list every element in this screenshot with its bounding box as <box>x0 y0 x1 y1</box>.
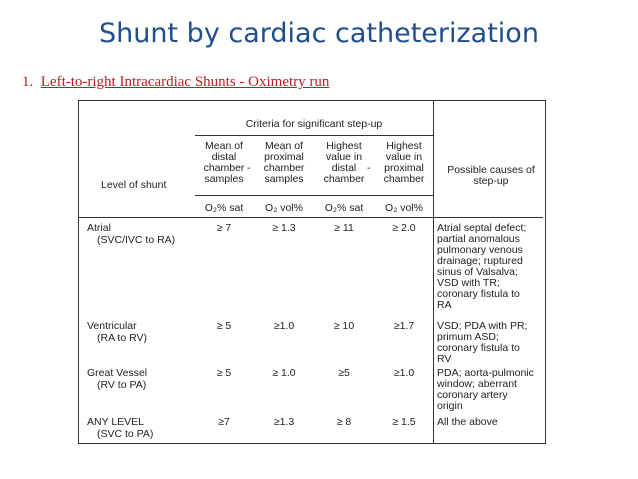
header-dash: - <box>367 163 371 174</box>
table-row-level-sub: (SVC/IVC to RA) <box>97 234 176 246</box>
table-cell: ≥1.0 <box>273 320 295 332</box>
table-row-level-sub: (RA to RV) <box>97 332 147 344</box>
table-cell: ≥ 7 <box>216 222 232 234</box>
col-header-proximal-mean: Mean of proximal chamber samples <box>263 140 305 185</box>
table-cell: ≥ 5 <box>216 367 232 379</box>
table-row-causes: Atrial septal defect; partial anomalous … <box>437 222 527 311</box>
table-row-level-sub: (SVC to PA) <box>97 428 154 440</box>
criteria-header: Criteria for significant step-up <box>245 118 383 130</box>
oximetry-table: Criteria for significant step-up Mean of… <box>78 100 546 444</box>
table-cell: ≥1.3 <box>273 416 295 428</box>
units-top-divider <box>195 195 433 196</box>
table-cell: ≥ 2.0 <box>392 222 416 234</box>
criteria-divider <box>195 135 433 136</box>
level-header: Level of shunt <box>101 179 167 191</box>
table-row-level: Atrial <box>87 222 111 234</box>
table-row-level: ANY LEVEL <box>87 416 145 428</box>
table-column-divider <box>433 101 434 443</box>
table-cell: ≥ 5 <box>216 320 232 332</box>
subtitle-text: Left-to-right Intracardiac Shunts - Oxim… <box>40 74 330 90</box>
header-dash: - <box>247 163 251 174</box>
table-cell: ≥5 <box>338 367 350 379</box>
unit-label: O₂ vol% <box>265 202 303 214</box>
table-row-level: Great Vessel <box>87 367 148 379</box>
subtitle: 1. Left-to-right Intracardiac Shunts - O… <box>22 74 329 91</box>
col-header-distal-highest: Highest value in distal chamber <box>323 140 365 185</box>
table-cell: ≥ 11 <box>334 222 354 234</box>
table-cell: ≥1.0 <box>393 367 415 379</box>
table-row-causes: VSD; PDA with PR; primum ASD; coronary f… <box>437 320 528 365</box>
table-cell: ≥7 <box>218 416 230 428</box>
col-header-proximal-highest: Highest value in proximal chamber <box>383 140 425 185</box>
col-header-distal-mean: Mean of distal chamber samples <box>203 140 245 185</box>
table-row-level: Ventricular <box>87 320 137 332</box>
unit-label: O₂ vol% <box>385 202 423 214</box>
slide-title: Shunt by cardiac catheterization <box>99 18 539 49</box>
table-cell: ≥ 1.5 <box>392 416 416 428</box>
table-cell: ≥ 1.3 <box>272 222 296 234</box>
header-bottom-divider <box>79 217 543 218</box>
unit-label: O₂% sat <box>204 202 244 214</box>
table-cell: ≥ 10 <box>333 320 355 332</box>
table-cell: ≥ 1.0 <box>272 367 296 379</box>
subtitle-number: 1. <box>22 74 34 90</box>
table-row-level-sub: (RV to PA) <box>97 379 147 391</box>
table-cell: ≥ 8 <box>336 416 352 428</box>
unit-label: O₂% sat <box>324 202 364 214</box>
table-cell: ≥1.7 <box>393 320 415 332</box>
table-row-causes: PDA; aorta-pulmonic window; aberrant cor… <box>437 367 534 412</box>
table-row-causes: All the above <box>437 416 498 428</box>
causes-header: Possible causes of step-up <box>447 164 535 187</box>
